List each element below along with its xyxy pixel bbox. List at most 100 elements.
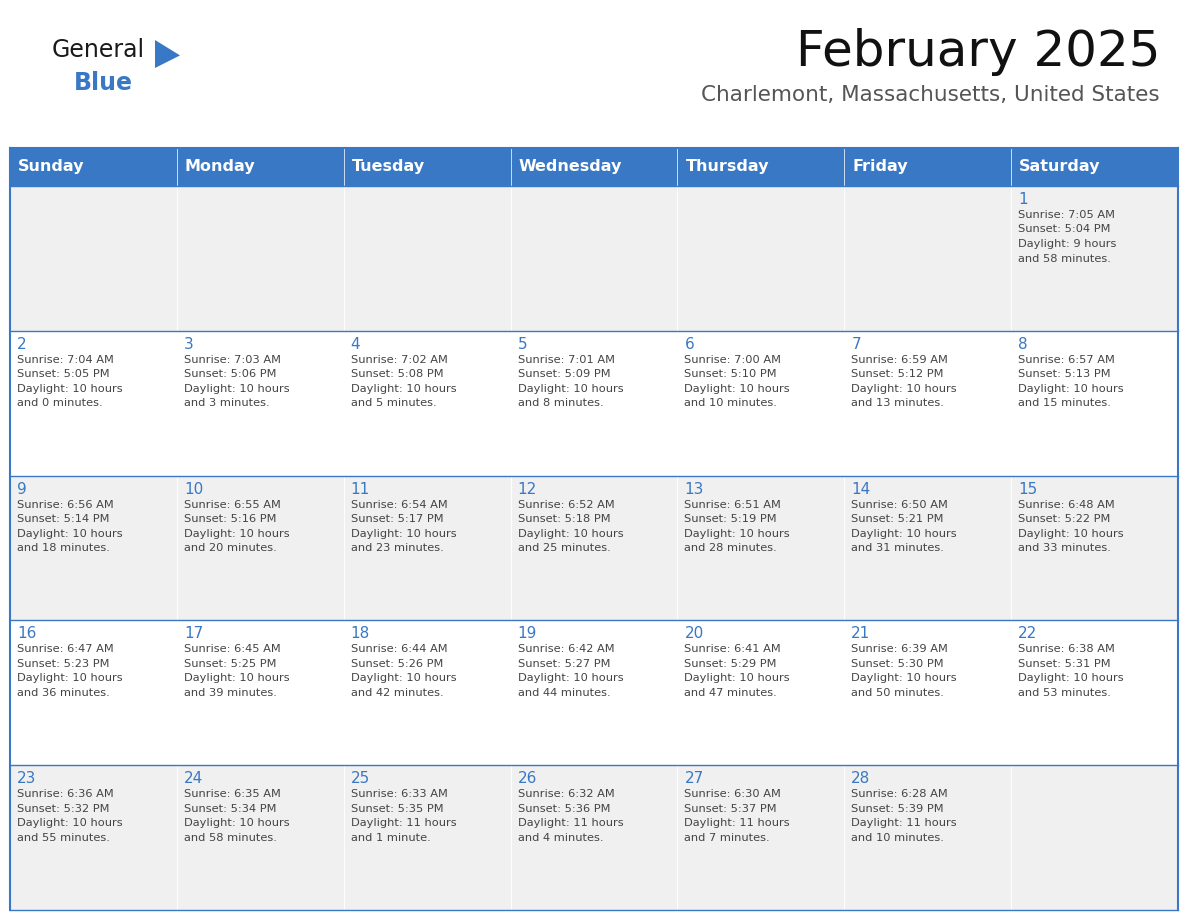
Text: Sunrise: 6:57 AM: Sunrise: 6:57 AM [1018,354,1116,364]
Text: Sunrise: 6:36 AM: Sunrise: 6:36 AM [17,789,114,800]
Text: Daylight: 10 hours: Daylight: 10 hours [1018,674,1124,683]
Text: and 58 minutes.: and 58 minutes. [1018,253,1111,263]
Bar [511,476,677,621]
Text: Sunset: 5:32 PM: Sunset: 5:32 PM [17,803,109,813]
Text: Sunset: 5:35 PM: Sunset: 5:35 PM [350,803,443,813]
Text: Sunset: 5:25 PM: Sunset: 5:25 PM [184,659,277,669]
Bar [10,621,177,766]
Bar [1011,766,1178,910]
Bar [177,476,343,621]
Text: and 42 minutes.: and 42 minutes. [350,688,443,698]
Text: Sunday: Sunday [18,160,84,174]
Text: Daylight: 10 hours: Daylight: 10 hours [518,674,624,683]
Bar [511,766,677,910]
Text: Daylight: 11 hours: Daylight: 11 hours [518,818,624,828]
Bar [677,148,845,186]
Text: 28: 28 [852,771,871,786]
Text: and 5 minutes.: and 5 minutes. [350,398,436,409]
Bar [343,621,511,766]
Text: 18: 18 [350,626,369,642]
Text: Charlemont, Massachusetts, United States: Charlemont, Massachusetts, United States [701,85,1159,105]
Text: General: General [52,38,145,62]
Bar [1011,330,1178,476]
Text: Sunrise: 6:30 AM: Sunrise: 6:30 AM [684,789,782,800]
Text: Sunrise: 6:59 AM: Sunrise: 6:59 AM [852,354,948,364]
Text: Wednesday: Wednesday [519,160,623,174]
Bar [511,186,677,330]
Polygon shape [154,40,181,68]
Bar [177,148,343,186]
Text: Daylight: 10 hours: Daylight: 10 hours [17,529,122,539]
Text: Sunrise: 6:50 AM: Sunrise: 6:50 AM [852,499,948,509]
Text: Sunrise: 6:32 AM: Sunrise: 6:32 AM [518,789,614,800]
Text: and 13 minutes.: and 13 minutes. [852,398,944,409]
Text: 27: 27 [684,771,703,786]
Text: Sunrise: 7:00 AM: Sunrise: 7:00 AM [684,354,782,364]
Text: and 1 minute.: and 1 minute. [350,833,430,843]
Text: Sunset: 5:37 PM: Sunset: 5:37 PM [684,803,777,813]
Text: Daylight: 10 hours: Daylight: 10 hours [350,529,456,539]
Text: Sunrise: 7:02 AM: Sunrise: 7:02 AM [350,354,448,364]
Bar [845,186,1011,330]
Text: Sunset: 5:12 PM: Sunset: 5:12 PM [852,369,943,379]
Text: and 20 minutes.: and 20 minutes. [184,543,277,554]
Text: and 53 minutes.: and 53 minutes. [1018,688,1111,698]
Text: Sunset: 5:19 PM: Sunset: 5:19 PM [684,514,777,524]
Text: Daylight: 10 hours: Daylight: 10 hours [684,674,790,683]
Text: and 47 minutes.: and 47 minutes. [684,688,777,698]
Text: and 8 minutes.: and 8 minutes. [518,398,604,409]
Text: Sunset: 5:06 PM: Sunset: 5:06 PM [184,369,277,379]
Text: Daylight: 11 hours: Daylight: 11 hours [350,818,456,828]
Text: Sunrise: 6:41 AM: Sunrise: 6:41 AM [684,644,782,655]
Text: Daylight: 10 hours: Daylight: 10 hours [184,384,290,394]
Text: Sunrise: 6:56 AM: Sunrise: 6:56 AM [17,499,114,509]
Text: Sunrise: 6:55 AM: Sunrise: 6:55 AM [184,499,280,509]
Text: Sunrise: 6:42 AM: Sunrise: 6:42 AM [518,644,614,655]
Text: Sunset: 5:30 PM: Sunset: 5:30 PM [852,659,944,669]
Bar [845,476,1011,621]
Text: and 10 minutes.: and 10 minutes. [852,833,944,843]
Text: Daylight: 10 hours: Daylight: 10 hours [852,384,956,394]
Text: Sunset: 5:22 PM: Sunset: 5:22 PM [1018,514,1111,524]
Bar [845,621,1011,766]
Text: 22: 22 [1018,626,1037,642]
Text: 4: 4 [350,337,360,352]
Text: Daylight: 10 hours: Daylight: 10 hours [184,529,290,539]
Text: Sunset: 5:21 PM: Sunset: 5:21 PM [852,514,943,524]
Bar [1011,186,1178,330]
Bar [845,148,1011,186]
Text: Daylight: 10 hours: Daylight: 10 hours [17,674,122,683]
Text: 26: 26 [518,771,537,786]
Text: Daylight: 10 hours: Daylight: 10 hours [1018,384,1124,394]
Text: 25: 25 [350,771,369,786]
Text: Sunset: 5:08 PM: Sunset: 5:08 PM [350,369,443,379]
Text: Sunrise: 6:39 AM: Sunrise: 6:39 AM [852,644,948,655]
Text: Sunset: 5:14 PM: Sunset: 5:14 PM [17,514,109,524]
Bar [511,621,677,766]
Text: 23: 23 [17,771,37,786]
Text: Sunrise: 6:45 AM: Sunrise: 6:45 AM [184,644,280,655]
Text: 3: 3 [184,337,194,352]
Bar [10,148,177,186]
Text: Sunrise: 7:01 AM: Sunrise: 7:01 AM [518,354,614,364]
Text: Daylight: 9 hours: Daylight: 9 hours [1018,239,1117,249]
Text: 7: 7 [852,337,861,352]
Text: 1: 1 [1018,192,1028,207]
Text: and 55 minutes.: and 55 minutes. [17,833,109,843]
Bar [677,186,845,330]
Text: 9: 9 [17,482,27,497]
Text: Sunset: 5:16 PM: Sunset: 5:16 PM [184,514,277,524]
Text: Sunset: 5:27 PM: Sunset: 5:27 PM [518,659,611,669]
Text: and 18 minutes.: and 18 minutes. [17,543,109,554]
Text: Sunset: 5:31 PM: Sunset: 5:31 PM [1018,659,1111,669]
Text: Sunrise: 6:47 AM: Sunrise: 6:47 AM [17,644,114,655]
Text: Sunset: 5:09 PM: Sunset: 5:09 PM [518,369,611,379]
Text: 13: 13 [684,482,703,497]
Bar [677,476,845,621]
Text: Daylight: 11 hours: Daylight: 11 hours [684,818,790,828]
Bar [343,330,511,476]
Bar [177,766,343,910]
Text: 21: 21 [852,626,871,642]
Text: Sunset: 5:04 PM: Sunset: 5:04 PM [1018,225,1111,234]
Text: Sunset: 5:18 PM: Sunset: 5:18 PM [518,514,611,524]
